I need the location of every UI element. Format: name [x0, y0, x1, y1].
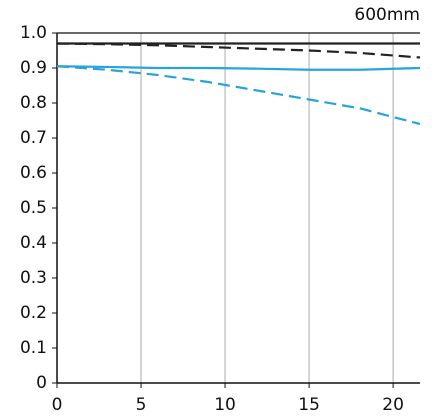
y-tick-label: 0.8 [20, 93, 47, 113]
series-line [56, 65, 421, 126]
x-tick-label: 10 [214, 395, 236, 415]
x-tick-label: 20 [382, 395, 404, 415]
y-tick-label: 0.1 [20, 338, 47, 358]
y-tick-label: 0.7 [20, 128, 47, 148]
y-tick-label: 0.6 [20, 163, 47, 183]
y-tick-label: 0.2 [20, 303, 47, 323]
series-line [56, 42, 421, 59]
chart-title: 600mm [354, 5, 420, 25]
x-tick-label: 0 [52, 395, 63, 415]
y-tick-label: 0.3 [20, 268, 47, 288]
y-tick-label: 0.4 [20, 233, 47, 253]
y-tick-label: 1.0 [20, 23, 47, 43]
series-line [56, 65, 421, 71]
x-tick-label: 5 [136, 395, 147, 415]
y-tick-label: 0.9 [20, 58, 47, 78]
y-tick-label: 0 [36, 373, 47, 393]
x-tick-label: 15 [298, 395, 320, 415]
y-tick-label: 0.5 [20, 198, 47, 218]
